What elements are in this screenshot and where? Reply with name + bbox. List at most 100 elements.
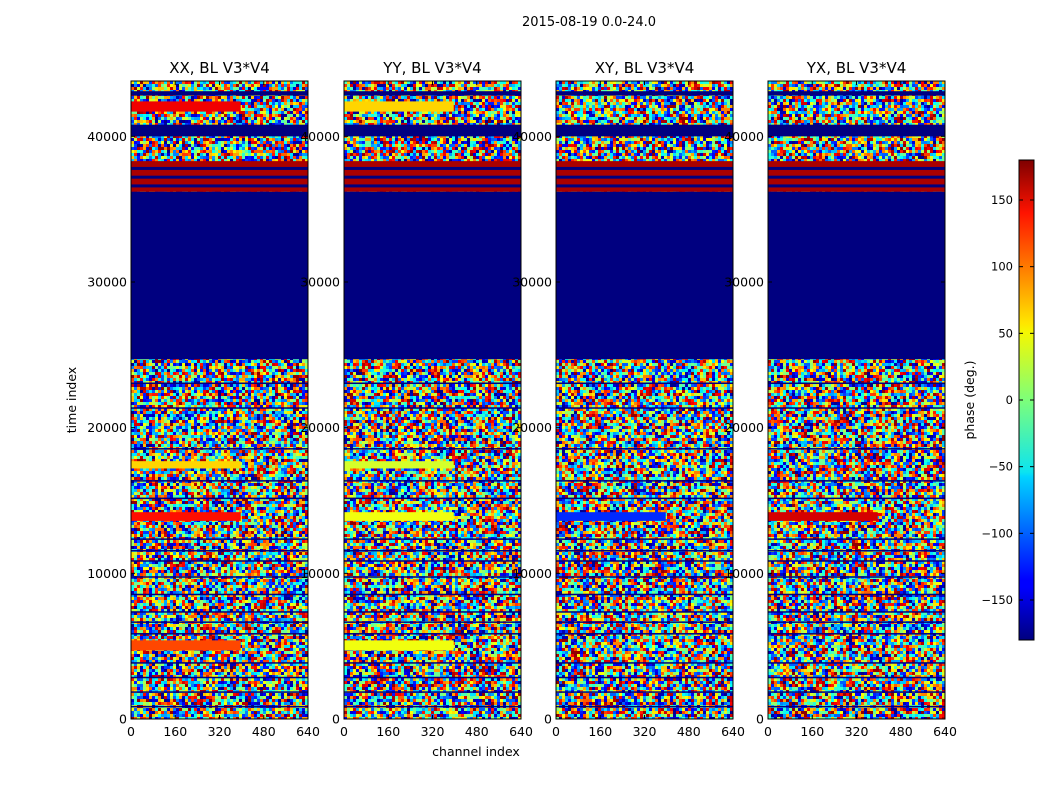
colorbar-tick-label: 150: [991, 193, 1013, 207]
flagged-row: [131, 550, 308, 552]
phase-cell-group: [131, 81, 308, 719]
flagged-row: [556, 662, 733, 664]
phase-cell-group: [344, 81, 521, 717]
flagged-row: [768, 538, 945, 540]
phase-cell-group: [344, 81, 521, 719]
x-tick-label: 480: [889, 724, 913, 739]
coherent-band: [131, 512, 241, 521]
flagged-row: [344, 662, 521, 664]
flagged-row: [768, 705, 945, 708]
flagged-row: [768, 633, 945, 635]
phase-cell-group: [344, 81, 521, 719]
y-tick-label: 30000: [87, 275, 127, 290]
coherent-band: [556, 512, 666, 521]
solid-band: [131, 124, 308, 137]
solid-band: [556, 124, 733, 137]
panel-title: YY, BL V3*V4: [382, 59, 481, 77]
y-tick-label: 20000: [512, 420, 552, 435]
flagged-row: [131, 662, 308, 664]
coherent-band: [344, 101, 454, 112]
heatmap-panel-1: XX, BL V3*V4 0 160 320 480 640 0 10000 20000 3000…: [87, 59, 320, 739]
flagged-row: [344, 705, 521, 708]
x-tick-label: 160: [163, 724, 187, 739]
colorbar-tick-label: 50: [998, 326, 1013, 340]
flagged-row: [556, 184, 733, 188]
solid-band: [131, 191, 308, 360]
phase-cell-group: [556, 81, 733, 719]
flagged-row: [131, 576, 308, 578]
flagged-row: [344, 611, 521, 613]
flagged-row: [131, 448, 308, 450]
flagged-row: [556, 480, 733, 482]
phase-cell-group: [131, 81, 308, 719]
flagged-row: [344, 166, 521, 170]
y-tick-label: 10000: [512, 566, 552, 581]
x-tick-label: 640: [509, 724, 533, 739]
flagged-row: [131, 175, 308, 179]
flagged-row: [556, 448, 733, 450]
y-axis-label: time index: [64, 367, 79, 433]
x-tick-label: 0: [127, 724, 135, 739]
flagged-row: [131, 560, 308, 562]
phase-cell-group: [768, 81, 945, 719]
phase-cell-group: [131, 81, 308, 719]
flagged-row: [131, 621, 308, 623]
x-tick-label: 320: [845, 724, 869, 739]
flagged-row: [768, 480, 945, 482]
phase-cell-group: [556, 84, 733, 719]
flagged-row: [131, 538, 308, 540]
flagged-row: [768, 576, 945, 578]
phase-cell-group: [556, 81, 733, 719]
y-tick-label: 10000: [300, 566, 340, 581]
phase-cell-group: [556, 81, 733, 719]
coherent-band: [131, 640, 241, 651]
flagged-row: [344, 560, 521, 562]
coherent-band: [344, 461, 454, 469]
flagged-row: [344, 382, 521, 385]
heatmap-panel-4: YX, BL V3*V4 0 160 320 480 640 0 10000 20000 3000…: [724, 59, 957, 739]
colorbar-gradient: [1019, 160, 1034, 640]
y-tick-label: 10000: [724, 566, 764, 581]
phase-cell-group: [768, 81, 945, 719]
panel-title: YX, BL V3*V4: [806, 59, 907, 77]
solid-band: [131, 91, 308, 96]
y-tick-label: 20000: [724, 420, 764, 435]
y-tick-label: 0: [119, 712, 127, 727]
flagged-row: [131, 184, 308, 188]
x-tick-label: 0: [340, 724, 348, 739]
phase-cell-group: [768, 81, 945, 719]
phase-cell-group: [344, 84, 521, 719]
flagged-row: [131, 166, 308, 170]
x-tick-label: 480: [677, 724, 701, 739]
colorbar-tick-label: −150: [981, 593, 1013, 607]
solid-band: [768, 91, 945, 96]
x-tick-label: 640: [721, 724, 745, 739]
flagged-row: [768, 676, 945, 679]
panel-title: XX, BL V3*V4: [169, 59, 270, 77]
flagged-row: [768, 166, 945, 170]
flagged-row: [344, 621, 521, 623]
flagged-row: [131, 633, 308, 635]
flagged-row: [344, 175, 521, 179]
flagged-row: [556, 560, 733, 562]
phase-cell-group: [768, 81, 945, 717]
colorbar-tick-label: −50: [989, 460, 1013, 474]
flagged-row: [556, 550, 733, 552]
flagged-row: [344, 184, 521, 188]
phase-cell-group: [344, 81, 521, 717]
coherent-band: [344, 640, 454, 651]
x-tick-label: 640: [933, 724, 957, 739]
phase-cell-group: [344, 81, 521, 719]
flagged-row: [768, 691, 945, 693]
coherent-band: [344, 512, 454, 521]
phase-cell-group: [344, 81, 521, 717]
phase-cell-group: [344, 81, 521, 719]
flagged-row: [344, 676, 521, 679]
x-tick-label: 480: [465, 724, 489, 739]
x-tick-label: 320: [633, 724, 657, 739]
colorbar-tick-label: 0: [1006, 393, 1013, 407]
phase-cell-group: [344, 81, 521, 719]
x-tick-label: 0: [552, 724, 560, 739]
x-axis-label: channel index: [432, 744, 520, 759]
